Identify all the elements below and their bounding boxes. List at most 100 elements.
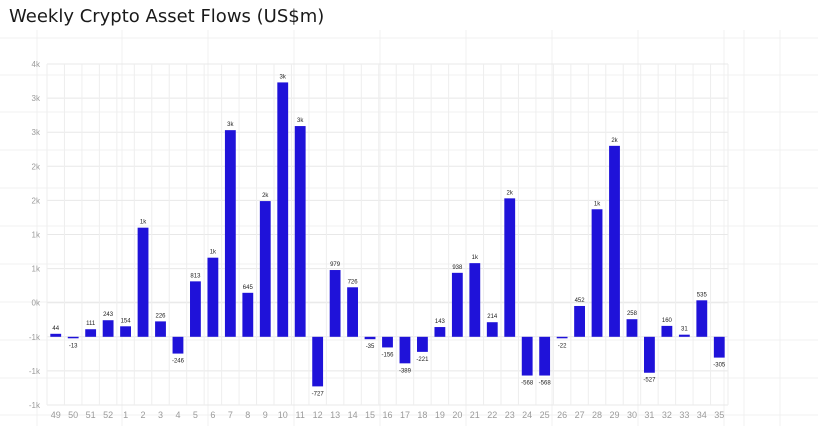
bar <box>155 321 166 337</box>
bar <box>556 336 568 339</box>
x-tick-label: 9 <box>263 410 268 420</box>
x-tick-label: 52 <box>103 410 113 420</box>
data-label: 938 <box>452 265 463 271</box>
data-label: 2k <box>262 193 269 199</box>
data-label: -568 <box>521 381 534 387</box>
data-label: -246 <box>172 359 185 365</box>
chart-title: Weekly Crypto Asset Flows (US$m) <box>9 6 325 27</box>
x-tick-label: 17 <box>400 410 410 420</box>
bar <box>539 336 551 376</box>
data-label: 2k <box>611 138 618 144</box>
x-tick-label: 16 <box>382 410 392 420</box>
bar <box>120 326 131 337</box>
data-label: -389 <box>399 368 412 374</box>
bar <box>504 198 516 337</box>
data-label: 1k <box>594 201 601 207</box>
data-label: 452 <box>575 298 586 304</box>
y-tick-label: 3k <box>32 128 41 137</box>
x-tick-label: 15 <box>365 410 375 420</box>
bar <box>434 327 446 337</box>
x-tick-label: 21 <box>470 410 480 420</box>
x-tick-label: 3 <box>158 410 163 420</box>
bar <box>399 336 411 364</box>
data-label: 31 <box>681 327 688 333</box>
x-tick-label: 23 <box>505 410 515 420</box>
data-label: -156 <box>381 352 394 358</box>
x-tick-label: 28 <box>592 410 602 420</box>
bar <box>644 336 655 373</box>
bar <box>626 319 638 337</box>
x-tick-label: 20 <box>452 410 462 420</box>
x-tick-label: 30 <box>627 410 637 420</box>
bar <box>137 227 149 337</box>
x-tick-label: 1 <box>123 410 128 420</box>
x-tick-label: 14 <box>348 410 358 420</box>
data-label: -22 <box>558 343 567 349</box>
bar <box>259 201 271 337</box>
data-label: 258 <box>627 311 638 317</box>
bar <box>67 336 79 339</box>
data-label: 813 <box>190 273 201 279</box>
data-label: 3k <box>297 118 304 124</box>
data-label: -221 <box>416 357 429 363</box>
bar <box>364 336 376 340</box>
bar <box>696 300 708 337</box>
y-tick-label: -1k <box>29 333 41 342</box>
x-tick-label: 31 <box>644 410 654 420</box>
x-tick-label: 51 <box>86 410 96 420</box>
x-tick-label: 18 <box>417 410 427 420</box>
bar <box>417 336 428 352</box>
data-label: 645 <box>243 285 254 291</box>
data-label: 1k <box>472 255 479 261</box>
bar <box>678 334 690 337</box>
data-label: -727 <box>312 391 325 397</box>
x-tick-label: 12 <box>313 410 323 420</box>
x-tick-label: 35 <box>714 410 724 420</box>
bar <box>190 281 201 337</box>
bar <box>294 126 306 337</box>
y-tick-label: 2k <box>32 162 41 171</box>
bar <box>451 272 463 337</box>
bar <box>347 287 358 337</box>
data-label: 1k <box>210 250 217 256</box>
x-tick-label: 26 <box>557 410 567 420</box>
bar <box>661 325 673 337</box>
bar <box>102 320 114 337</box>
data-label: 535 <box>697 292 708 298</box>
bar <box>242 292 254 337</box>
bar <box>486 322 498 337</box>
bar <box>469 263 481 337</box>
bar <box>172 336 184 354</box>
data-label: 3k <box>280 74 287 80</box>
y-axis-ticks: 4k 3k 3k 2k 2k 1k 1k 0k -1k -1k -1k <box>29 60 41 410</box>
y-tick-label: 4k <box>32 60 41 69</box>
data-label: -13 <box>69 343 78 349</box>
data-label: 143 <box>435 319 446 325</box>
x-tick-label: 25 <box>540 410 550 420</box>
x-tick-label: 34 <box>697 410 707 420</box>
bar <box>609 145 620 337</box>
bar <box>382 336 393 348</box>
bar <box>277 82 289 337</box>
data-label: -35 <box>366 344 375 350</box>
x-tick-label: 7 <box>228 410 233 420</box>
x-tick-label: 49 <box>51 410 61 420</box>
x-tick-label: 5 <box>193 410 198 420</box>
bars-group <box>50 82 725 387</box>
y-tick-label: -1k <box>29 367 41 376</box>
data-label: 3k <box>227 122 234 128</box>
data-label: 44 <box>52 326 59 332</box>
x-tick-label: 24 <box>522 410 532 420</box>
bar <box>224 130 236 337</box>
data-label: 214 <box>487 314 498 320</box>
x-axis-ticks: 49 50 51 52 1 2 3 4 5 6 7 8 9 10 11 12 13 14 15 16 17 18 19 20 2… <box>51 410 725 420</box>
data-label: -568 <box>539 381 552 387</box>
x-tick-label: 4 <box>175 410 180 420</box>
bar <box>521 336 533 376</box>
data-label: 111 <box>86 321 96 327</box>
data-label: -527 <box>643 378 656 384</box>
y-tick-label: 1k <box>32 265 41 274</box>
data-labels-group: 44 -13 111 243 154 1k 226 -246 813 1k 3k 645 2k 3k 3k -… <box>52 74 726 397</box>
